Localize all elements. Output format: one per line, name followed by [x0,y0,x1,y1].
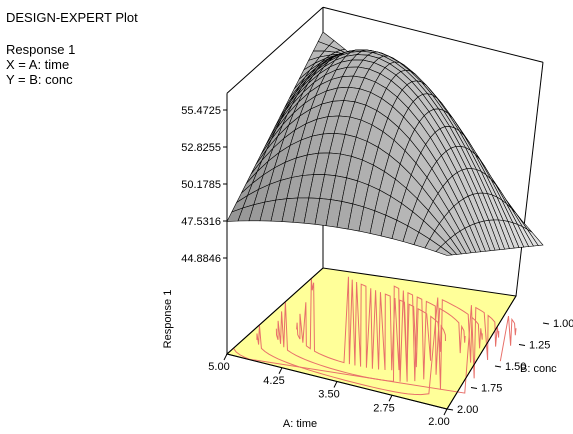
contour-line [275,285,466,382]
y-tick [446,408,454,411]
x-tick-label: 4.25 [263,375,284,387]
surface-cell [435,246,453,256]
x-tick [278,367,283,374]
response-label: Response 1 [6,42,76,57]
y-tick-label: 1.00 [553,318,573,330]
y-tick [470,387,478,389]
y-axis-label: B: conc [520,363,557,375]
contour-line [499,315,517,362]
x-tick-label: 3.50 [318,389,339,401]
x-tick [388,395,393,402]
response-surface [226,31,544,256]
x-tick-label: 5.00 [208,361,229,373]
x-tick [443,408,448,416]
y-tick [518,344,526,346]
x-axis-label: A: time [283,418,317,430]
y-tick-label: 2.00 [457,404,478,416]
z-tick-label: 44.8846 [181,253,221,265]
floor-edge [225,267,517,410]
z-tick-label: 50.1785 [181,179,221,191]
y-tick-label: 1.25 [529,340,550,352]
z-axis-label: Response 1 [162,290,174,349]
z-tick-label: 55.4725 [181,105,221,117]
y-definition: Y = B: conc [6,72,73,87]
y-tick [494,365,502,368]
frame-edge-top-back [322,6,544,63]
contour-line [296,276,446,371]
x-tick-label: 2.00 [428,416,449,428]
contour-line [233,305,500,394]
x-tick [223,353,228,361]
z-tick-label: 47.5316 [181,216,221,228]
plot-title: DESIGN-EXPERT Plot [6,10,138,25]
x-tick [333,381,338,388]
y-tick-label: 1.75 [481,383,502,395]
frame-edge-back-right [515,62,544,297]
x-tick-label: 2.75 [373,402,394,414]
contour-line [256,297,483,396]
x-definition: X = A: time [6,57,70,72]
y-tick-label: 1.50 [505,361,526,373]
frame-edge-top-left [226,6,324,94]
z-tick-label: 52.8255 [181,142,221,154]
y-tick [542,322,550,325]
floor-contours [233,276,517,396]
